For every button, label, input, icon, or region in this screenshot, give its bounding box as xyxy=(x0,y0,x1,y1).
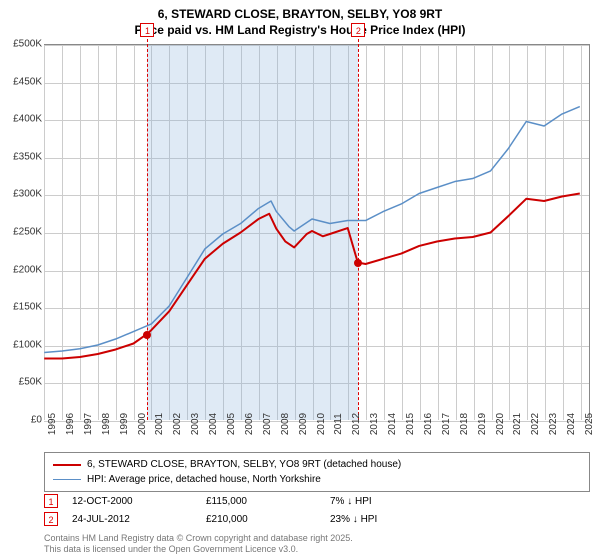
x-axis-tick: 1999 xyxy=(119,413,130,435)
x-axis-tick: 2017 xyxy=(441,413,452,435)
y-axis-tick: £450K xyxy=(13,76,42,87)
sale-event-marker: 2 xyxy=(351,23,365,37)
footer-line2: This data is licensed under the Open Gov… xyxy=(44,544,353,556)
x-axis-tick: 1995 xyxy=(47,413,58,435)
sale-row-price: £210,000 xyxy=(206,514,316,525)
y-axis-tick: £300K xyxy=(13,189,42,200)
footer-line1: Contains HM Land Registry data © Crown c… xyxy=(44,533,353,545)
x-axis-tick: 2013 xyxy=(369,413,380,435)
x-axis-tick: 2022 xyxy=(530,413,541,435)
y-axis-tick: £350K xyxy=(13,151,42,162)
sale-event-marker: 1 xyxy=(140,23,154,37)
sale-row-price: £115,000 xyxy=(206,496,316,507)
series-line xyxy=(44,194,580,359)
x-axis-tick: 2021 xyxy=(512,413,523,435)
x-axis-tick: 1997 xyxy=(83,413,94,435)
x-axis-tick: 2006 xyxy=(244,413,255,435)
sale-row-date: 12-OCT-2000 xyxy=(72,496,192,507)
x-axis-tick: 2002 xyxy=(172,413,183,435)
x-axis-tick: 2016 xyxy=(423,413,434,435)
x-axis-tick: 2011 xyxy=(333,413,344,435)
sale-row-delta: 23% ↓ HPI xyxy=(330,514,440,525)
x-axis-tick: 2024 xyxy=(566,413,577,435)
y-axis-tick: £50K xyxy=(19,377,42,388)
sale-row-delta: 7% ↓ HPI xyxy=(330,496,440,507)
chart-plot-area: 12 xyxy=(44,44,590,420)
y-axis-tick: £100K xyxy=(13,339,42,350)
x-axis-tick: 2004 xyxy=(208,413,219,435)
x-axis-tick: 2000 xyxy=(137,413,148,435)
y-axis-tick: £150K xyxy=(13,302,42,313)
x-axis-tick: 2014 xyxy=(387,413,398,435)
x-axis-tick: 2008 xyxy=(280,413,291,435)
legend-swatch xyxy=(53,464,81,466)
legend-item: HPI: Average price, detached house, Nort… xyxy=(53,472,581,487)
y-axis-tick: £200K xyxy=(13,264,42,275)
legend: 6, STEWARD CLOSE, BRAYTON, SELBY, YO8 9R… xyxy=(44,452,590,492)
x-axis-tick: 2018 xyxy=(459,413,470,435)
y-axis-tick: £250K xyxy=(13,227,42,238)
title-line1: 6, STEWARD CLOSE, BRAYTON, SELBY, YO8 9R… xyxy=(0,6,600,22)
sale-row-date: 24-JUL-2012 xyxy=(72,514,192,525)
x-axis-tick: 2020 xyxy=(495,413,506,435)
chart-title: 6, STEWARD CLOSE, BRAYTON, SELBY, YO8 9R… xyxy=(0,0,600,38)
x-axis-tick: 2009 xyxy=(298,413,309,435)
x-axis-tick: 2019 xyxy=(477,413,488,435)
series-line xyxy=(44,107,580,353)
sale-row: 2 24-JUL-2012 £210,000 23% ↓ HPI xyxy=(44,510,590,528)
sales-table: 1 12-OCT-2000 £115,000 7% ↓ HPI 2 24-JUL-2012… xyxy=(44,492,590,528)
x-axis-tick: 2001 xyxy=(154,413,165,435)
y-axis-tick: £500K xyxy=(13,39,42,50)
x-axis-tick: 2010 xyxy=(316,413,327,435)
sale-row-index: 1 xyxy=(44,494,58,508)
x-axis-tick: 2012 xyxy=(351,413,362,435)
legend-label: HPI: Average price, detached house, Nort… xyxy=(87,472,321,487)
y-axis-tick: £400K xyxy=(13,114,42,125)
x-axis-tick: 2025 xyxy=(584,413,595,435)
legend-item: 6, STEWARD CLOSE, BRAYTON, SELBY, YO8 9R… xyxy=(53,457,581,472)
x-axis-tick: 1996 xyxy=(65,413,76,435)
x-axis-tick: 1998 xyxy=(101,413,112,435)
sale-row-index: 2 xyxy=(44,512,58,526)
legend-swatch xyxy=(53,479,81,480)
series-svg xyxy=(44,45,589,420)
x-axis-tick: 2015 xyxy=(405,413,416,435)
legend-label: 6, STEWARD CLOSE, BRAYTON, SELBY, YO8 9R… xyxy=(87,457,401,472)
x-axis-tick: 2023 xyxy=(548,413,559,435)
title-line2: Price paid vs. HM Land Registry's House … xyxy=(0,22,600,38)
x-axis-tick: 2007 xyxy=(262,413,273,435)
x-axis-tick: 2003 xyxy=(190,413,201,435)
y-axis-tick: £0 xyxy=(31,415,42,426)
footer-attribution: Contains HM Land Registry data © Crown c… xyxy=(44,533,353,556)
x-axis-tick: 2005 xyxy=(226,413,237,435)
sale-row: 1 12-OCT-2000 £115,000 7% ↓ HPI xyxy=(44,492,590,510)
